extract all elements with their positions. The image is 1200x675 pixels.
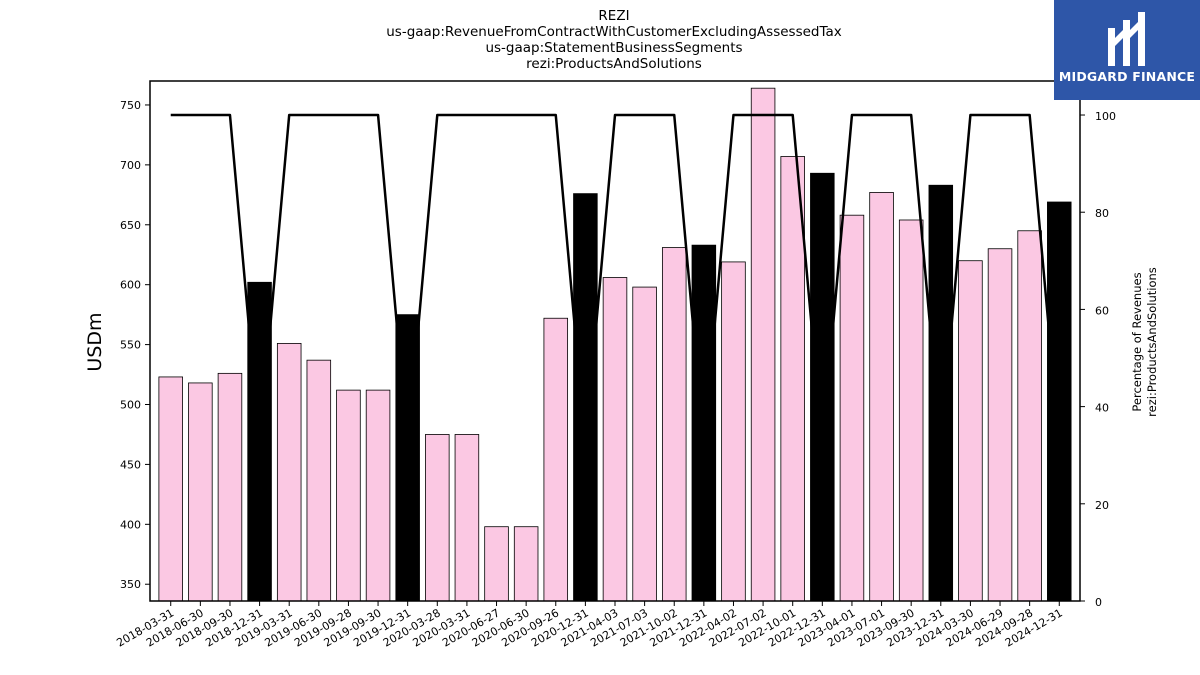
y-tick-label: 650: [120, 219, 141, 232]
bar-2020-06-27: [484, 526, 509, 602]
y2-tick-label: 80: [1095, 207, 1109, 220]
bar-2021-12-31: [691, 244, 717, 602]
left-y-axis-ticks: 350 400 450 500 550 600 650 700 750: [120, 99, 150, 591]
bar-2021-07-03: [632, 286, 657, 602]
y2-tick-label: 60: [1095, 304, 1109, 317]
bar-2018-06-30: [188, 382, 213, 602]
logo-text: MIDGARD FINANCE: [1058, 69, 1196, 84]
y-tick-label: 600: [120, 279, 141, 292]
bar-2024-12-31: [1047, 201, 1072, 602]
bar-2024-09-28: [1017, 230, 1042, 602]
bar-2022-12-31: [810, 172, 835, 602]
y-tick-label: 400: [120, 518, 141, 531]
bar-2018-03-31: [158, 376, 183, 602]
bar-2024-06-29: [987, 248, 1013, 602]
percentage-line-layer: [170, 113, 1061, 447]
bar-2021-10-02: [661, 247, 687, 602]
bar-2020-12-31: [573, 193, 598, 602]
y2-axis-label-1: rezi:ProductsAndSolutions: [1145, 267, 1159, 417]
y-tick-label: 350: [120, 578, 141, 591]
midgard-finance-logo: MIDGARD FINANCE: [1054, 0, 1200, 100]
bar-2023-04-01: [839, 214, 865, 602]
bar-2019-09-28: [336, 389, 361, 602]
right-y-axis-ticks: 0 20 40 60 80 100: [1080, 110, 1116, 609]
y-tick-label: 450: [120, 458, 141, 471]
y2-axis-label-0: Percentage of Revenues: [1130, 272, 1144, 411]
bar-2023-12-31: [928, 184, 954, 602]
bar-2020-09-26: [543, 317, 569, 602]
y-axis-label: USDm: [84, 312, 106, 371]
title-line-0: REZI: [598, 8, 629, 24]
bar-2020-03-28: [425, 434, 450, 602]
bar-2019-03-31: [276, 342, 302, 602]
bar-2021-04-03: [602, 277, 628, 602]
y-tick-label: 500: [120, 399, 141, 412]
bar-2022-10-01: [780, 156, 805, 602]
bar-2023-09-30: [898, 219, 924, 602]
bar-2019-06-30: [306, 359, 332, 602]
bar-2020-06-30: [513, 526, 539, 602]
y-tick-label: 750: [120, 99, 141, 112]
y-tick-label: 550: [120, 339, 141, 352]
title-line-1: us-gaap:RevenueFromContractWithCustomerE…: [386, 24, 842, 40]
y2-tick-label: 20: [1095, 499, 1109, 512]
bar-2020-03-31: [454, 434, 480, 602]
y-tick-label: 700: [120, 159, 141, 172]
midgard-logo-icon: [1108, 12, 1145, 66]
chart-title: REZIus-gaap:RevenueFromContractWithCusto…: [386, 8, 842, 72]
bar-2022-04-02: [721, 261, 746, 602]
bar-2024-03-30: [958, 260, 983, 602]
title-line-3: rezi:ProductsAndSolutions: [526, 56, 702, 72]
bar-2019-09-30: [365, 389, 391, 602]
bars: [158, 87, 1072, 602]
title-line-2: us-gaap:StatementBusinessSegments: [485, 40, 742, 56]
x-axis-ticks: 2018-03-312018-06-302018-09-302018-12-31…: [114, 601, 1065, 650]
bar-2022-07-02: [750, 87, 776, 602]
y2-tick-label: 0: [1095, 596, 1102, 609]
y2-tick-label: 40: [1095, 402, 1109, 415]
percentage-line: [170, 113, 1061, 447]
y2-tick-label: 100: [1095, 110, 1116, 123]
bar-2023-07-01: [869, 192, 894, 602]
axis-labels: USDm Percentage of Revenues rezi:ProductsA…: [84, 267, 1159, 417]
bar-2018-09-30: [217, 372, 243, 602]
